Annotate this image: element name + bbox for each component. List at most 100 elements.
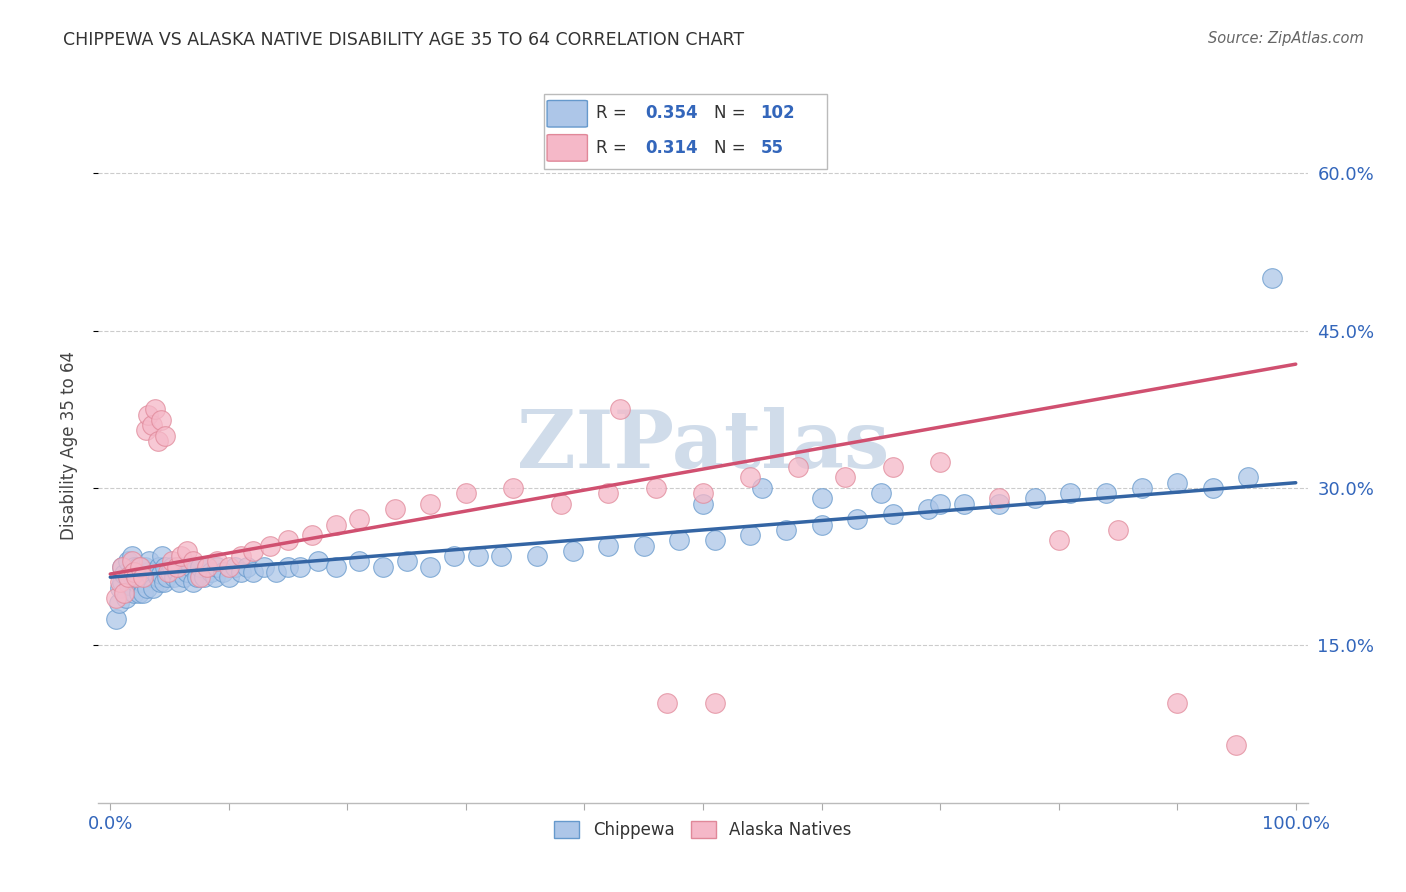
Point — [160, 554, 183, 568]
Point — [176, 565, 198, 579]
Point — [371, 559, 394, 574]
Point — [136, 581, 159, 595]
Point — [125, 570, 148, 584]
Point — [657, 696, 679, 710]
Point — [325, 517, 347, 532]
Text: 0.354: 0.354 — [645, 104, 697, 122]
Point — [157, 565, 180, 579]
Point — [181, 554, 204, 568]
Point — [810, 491, 832, 506]
Point — [117, 554, 139, 568]
Text: ZIPatlas: ZIPatlas — [517, 407, 889, 485]
Point — [117, 570, 139, 584]
Point — [929, 497, 952, 511]
Point — [105, 591, 128, 606]
Point — [988, 491, 1011, 506]
Point — [170, 559, 193, 574]
Point — [143, 402, 166, 417]
Point — [105, 612, 128, 626]
Point — [122, 586, 145, 600]
Point — [1225, 738, 1247, 752]
Point — [218, 570, 240, 584]
Point — [740, 528, 762, 542]
Point — [122, 565, 145, 579]
Point — [264, 565, 287, 579]
Point — [395, 554, 418, 568]
Point — [152, 575, 174, 590]
Point — [141, 417, 163, 432]
Point — [143, 565, 166, 579]
Point — [159, 565, 181, 579]
Point — [180, 559, 202, 574]
Text: 0.314: 0.314 — [645, 139, 697, 157]
Point — [197, 559, 219, 574]
Point — [129, 559, 152, 574]
Point — [229, 565, 252, 579]
Point — [307, 554, 329, 568]
Point — [929, 455, 952, 469]
Point — [108, 581, 131, 595]
Point — [166, 559, 188, 574]
Point — [132, 586, 155, 600]
Point — [141, 570, 163, 584]
Text: R =: R = — [596, 139, 633, 157]
Point — [1166, 696, 1188, 710]
Point — [135, 423, 157, 437]
Point — [253, 559, 276, 574]
Point — [111, 559, 134, 574]
Point — [138, 554, 160, 568]
Point — [142, 581, 165, 595]
Point — [1107, 523, 1129, 537]
Point — [491, 549, 513, 564]
Point — [114, 591, 136, 606]
Point — [692, 497, 714, 511]
Point — [703, 533, 725, 548]
Point — [204, 570, 226, 584]
Y-axis label: Disability Age 35 to 64: Disability Age 35 to 64 — [59, 351, 77, 541]
Point — [561, 544, 583, 558]
Point — [218, 559, 240, 574]
Point — [173, 570, 195, 584]
Point — [149, 575, 172, 590]
Point — [668, 533, 690, 548]
Point — [186, 570, 208, 584]
Point — [703, 696, 725, 710]
Text: 102: 102 — [761, 104, 794, 122]
Point — [129, 559, 152, 574]
Point — [740, 470, 762, 484]
Point — [526, 549, 548, 564]
Point — [502, 481, 524, 495]
Point — [869, 486, 891, 500]
Point — [224, 559, 246, 574]
Point — [1059, 486, 1081, 500]
Point — [146, 570, 169, 584]
Point — [419, 497, 441, 511]
Point — [136, 408, 159, 422]
Point — [193, 570, 215, 584]
Point — [181, 575, 204, 590]
Point — [150, 567, 173, 582]
Point — [988, 497, 1011, 511]
Point — [882, 507, 904, 521]
Point — [117, 570, 139, 584]
Point — [176, 544, 198, 558]
Point — [347, 554, 370, 568]
Point — [114, 586, 136, 600]
Point — [134, 559, 156, 574]
Point — [882, 460, 904, 475]
Legend: Chippewa, Alaska Natives: Chippewa, Alaska Natives — [548, 814, 858, 846]
Point — [197, 559, 219, 574]
Point — [167, 575, 190, 590]
Text: N =: N = — [714, 139, 751, 157]
Text: CHIPPEWA VS ALASKA NATIVE DISABILITY AGE 35 TO 64 CORRELATION CHART: CHIPPEWA VS ALASKA NATIVE DISABILITY AGE… — [63, 31, 744, 49]
Point — [128, 586, 150, 600]
Point — [598, 539, 620, 553]
Point — [1130, 481, 1153, 495]
Point — [550, 497, 572, 511]
FancyBboxPatch shape — [547, 101, 588, 127]
Point — [751, 481, 773, 495]
Point — [135, 570, 157, 584]
Point — [1095, 486, 1118, 500]
Point — [277, 533, 299, 548]
Point — [454, 486, 477, 500]
